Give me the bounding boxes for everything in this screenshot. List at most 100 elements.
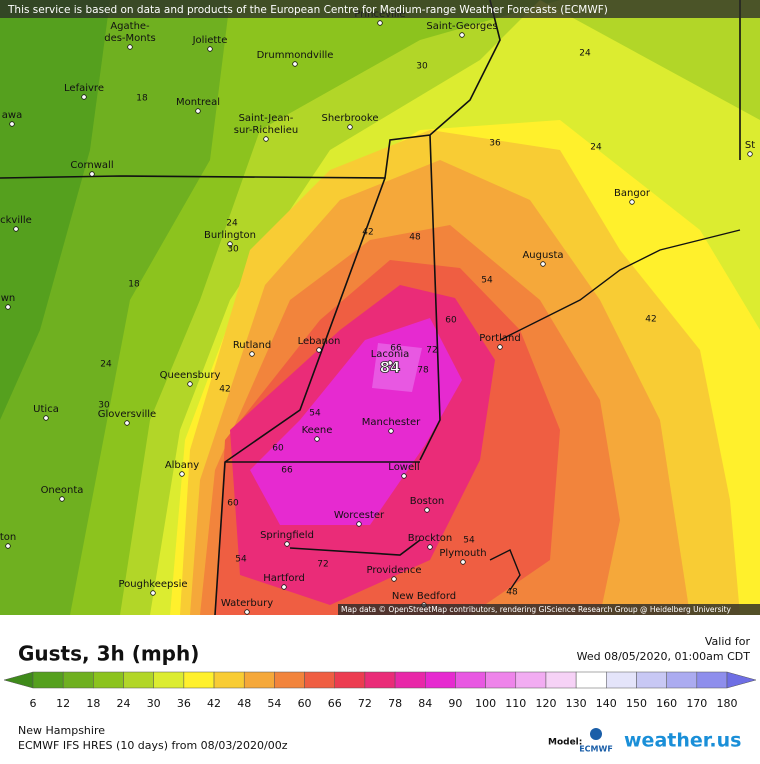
- city-label: Sherbrooke: [321, 113, 378, 124]
- colorbar-segment: [153, 671, 185, 689]
- city-label: Worcester: [334, 510, 385, 521]
- valid-time: Wed 08/05/2020, 01:00am CDT: [577, 650, 751, 663]
- city-dot: [124, 420, 130, 426]
- overlay: PrincevilleSaint-GeorgesAgathe-des-Monts…: [0, 9, 755, 615]
- colorbar-label: 18: [86, 697, 100, 710]
- city-dot: [244, 609, 250, 615]
- colorbar-segment: [455, 671, 486, 689]
- colorbar-label: 60: [298, 697, 312, 710]
- city-label: Saint-Georges: [426, 21, 497, 32]
- city-label: St: [745, 140, 755, 151]
- colorbar-label: 36: [177, 697, 191, 710]
- colorbar-label: 84: [418, 697, 432, 710]
- city-dot: [377, 20, 383, 26]
- city-label: Laconia: [371, 349, 410, 360]
- colorbar-label: 24: [117, 697, 131, 710]
- contour-label: 60: [272, 444, 284, 454]
- city-dot: [195, 108, 201, 114]
- city-dot: [9, 121, 15, 127]
- contour-label: 24: [579, 49, 591, 59]
- banner-bg: [0, 0, 760, 18]
- colorbar-segment: [394, 671, 426, 689]
- city-label: Queensbury: [160, 370, 221, 381]
- map: [0, 0, 760, 616]
- attribution: Map data © OpenStreetMap contributors, r…: [341, 605, 732, 614]
- city-label: ckville: [0, 215, 32, 226]
- contour-label: 18: [136, 94, 148, 104]
- city-dot: [629, 199, 635, 205]
- city-label: wn: [1, 293, 16, 304]
- city-label: Portland: [479, 333, 520, 344]
- city-dot: [747, 151, 753, 157]
- city-label: Augusta: [522, 250, 563, 261]
- city-label: Manchester: [362, 417, 421, 428]
- contour-label: 42: [362, 228, 373, 238]
- colorbar-segment: [93, 671, 124, 689]
- colorbar-segment: [62, 671, 94, 689]
- colorbar-label: 48: [237, 697, 251, 710]
- city-label: Lefaivre: [64, 83, 104, 94]
- contour-label: 30: [227, 245, 239, 255]
- contour-label: 30: [416, 62, 428, 72]
- contour-label: 78: [417, 366, 429, 376]
- contour-label: 24: [590, 143, 602, 153]
- city-label: Albany: [165, 460, 199, 471]
- colorbar-label: 160: [656, 697, 677, 710]
- colorbar-segment: [575, 671, 607, 689]
- city-label: awa: [2, 110, 22, 121]
- colorbar-label: 140: [596, 697, 617, 710]
- city-label: ton: [0, 532, 16, 543]
- city-dot: [281, 584, 287, 590]
- colorbar-segment: [666, 671, 698, 689]
- contour-label: 30: [98, 401, 110, 411]
- city-label: Bangor: [614, 188, 651, 199]
- contour-label: 24: [100, 360, 112, 370]
- contour-label: 60: [445, 316, 457, 326]
- contour-label: 42: [219, 385, 230, 395]
- city-dot: [263, 136, 269, 142]
- contour-label: 72: [426, 346, 437, 356]
- city-label: Plymouth: [439, 548, 486, 559]
- city-dot: [459, 32, 465, 38]
- colorbar-label: 120: [535, 697, 556, 710]
- city-dot: [460, 559, 466, 565]
- city-label: Agathe-: [110, 21, 150, 32]
- city-label: Joliette: [192, 35, 228, 46]
- contour-label: 60: [227, 499, 239, 509]
- model-label: Model:: [548, 738, 582, 748]
- coastline: [489, 229, 741, 591]
- contour-label: 48: [409, 233, 421, 243]
- contour-label: 54: [309, 409, 321, 419]
- colorbar-label: 180: [717, 697, 738, 710]
- colorbar-label: 170: [686, 697, 707, 710]
- brand: weather.us: [624, 730, 741, 752]
- city-label: Poughkeepsie: [118, 579, 187, 590]
- contour-label: 66: [390, 344, 402, 354]
- city-dot: [427, 544, 433, 550]
- city-dot: [207, 46, 213, 52]
- city-dot: [179, 471, 185, 477]
- city-dot: [150, 590, 156, 596]
- city-dot: [292, 61, 298, 67]
- city-dot: [227, 241, 233, 247]
- colorbar-label: 6: [30, 697, 37, 710]
- logo-icon: [590, 728, 602, 740]
- valid-label: Valid for: [705, 635, 751, 648]
- colorbar-segment: [183, 671, 215, 689]
- colorbar-segment: [545, 671, 577, 689]
- colorbar-label: 12: [56, 697, 70, 710]
- colorbar-segment: [243, 671, 275, 689]
- colorbar-label: 130: [566, 697, 587, 710]
- city-label: des-Monts: [104, 33, 156, 44]
- contour-label: 42: [645, 315, 656, 325]
- max-label: 84: [380, 359, 401, 377]
- city-label: Rutland: [233, 340, 271, 351]
- city-label: Springfield: [260, 530, 314, 541]
- colorbar-segment: [696, 671, 728, 689]
- colorbar: 6 12 18 24 30 36 42 48 54 60 66 72 78 84 90 100 110 120 13…: [3, 671, 757, 710]
- contour-label: 18: [128, 280, 140, 290]
- colorbar-segment: [485, 671, 517, 689]
- colorbar-label: 110: [505, 697, 526, 710]
- border: [0, 0, 741, 616]
- city-dot: [13, 226, 19, 232]
